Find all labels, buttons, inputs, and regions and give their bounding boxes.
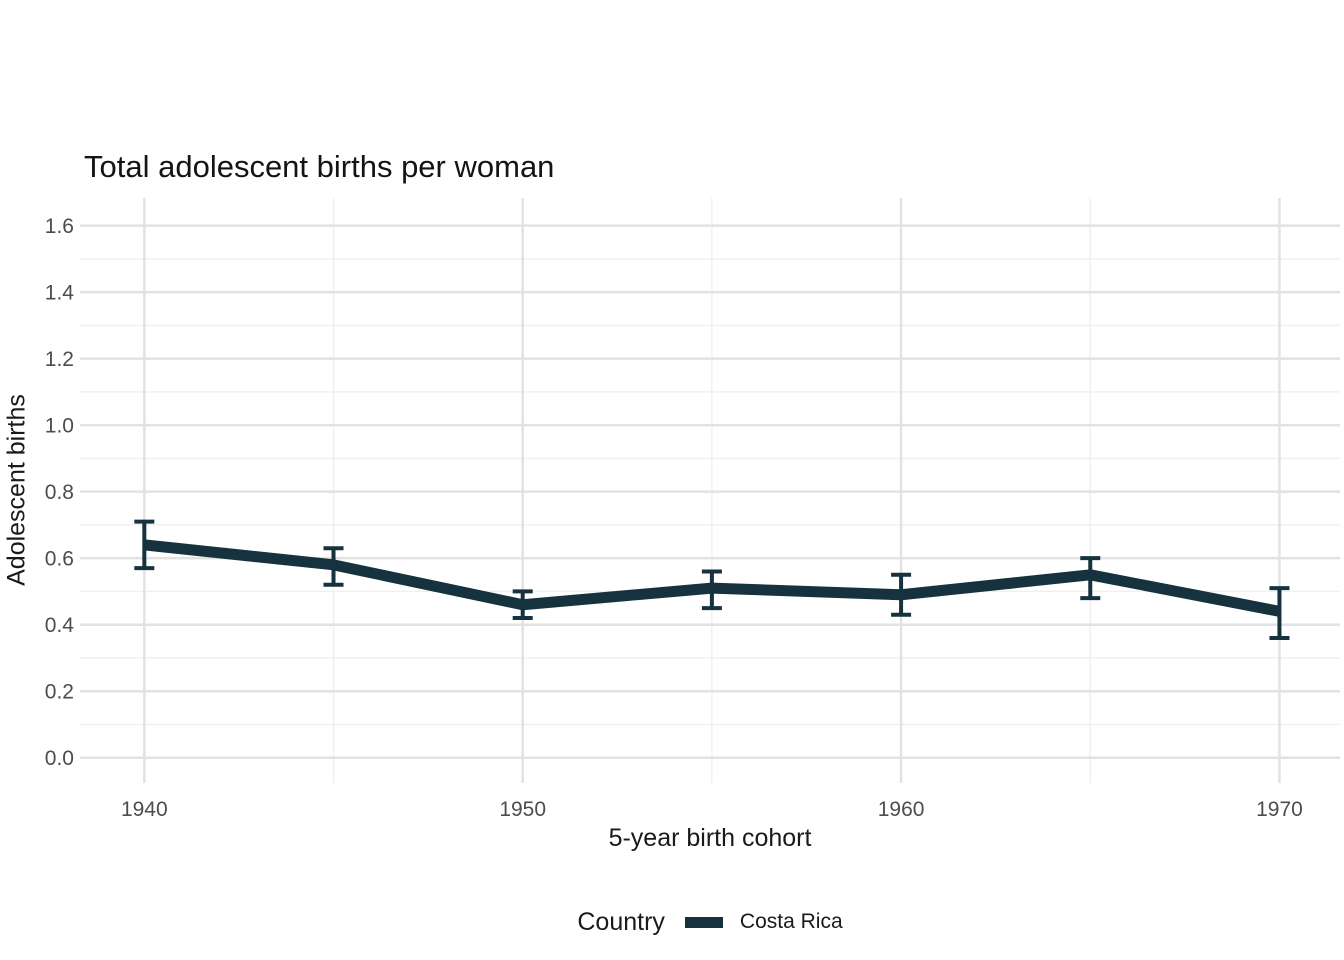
- y-tick-label: 0.0: [45, 747, 74, 770]
- y-tick-label: 1.0: [45, 415, 74, 438]
- y-tick-label: 1.6: [45, 215, 74, 238]
- legend: Country Costa Rica: [80, 902, 1340, 942]
- x-axis-title: 5-year birth cohort: [608, 824, 812, 852]
- legend-title: Country: [577, 907, 665, 936]
- x-tick-label: 1950: [499, 798, 546, 821]
- x-tick-label: 1940: [121, 798, 168, 821]
- chart-title: Total adolescent births per woman: [84, 149, 555, 184]
- x-tick-label: 1970: [1256, 798, 1303, 821]
- legend-item-label-costa-rica: Costa Rica: [739, 910, 843, 933]
- series-line-costa-rica: [143, 539, 1281, 617]
- legend-swatch-costa-rica: [684, 916, 723, 928]
- y-tick-label: 1.4: [45, 282, 75, 305]
- y-tick-label: 0.6: [45, 548, 74, 571]
- y-tick-label: 0.8: [45, 481, 74, 504]
- y-tick-label: 0.2: [45, 681, 74, 704]
- x-tick-label: 1960: [878, 798, 925, 821]
- y-tick-label: 0.4: [45, 614, 75, 637]
- y-tick-label: 1.2: [45, 348, 74, 371]
